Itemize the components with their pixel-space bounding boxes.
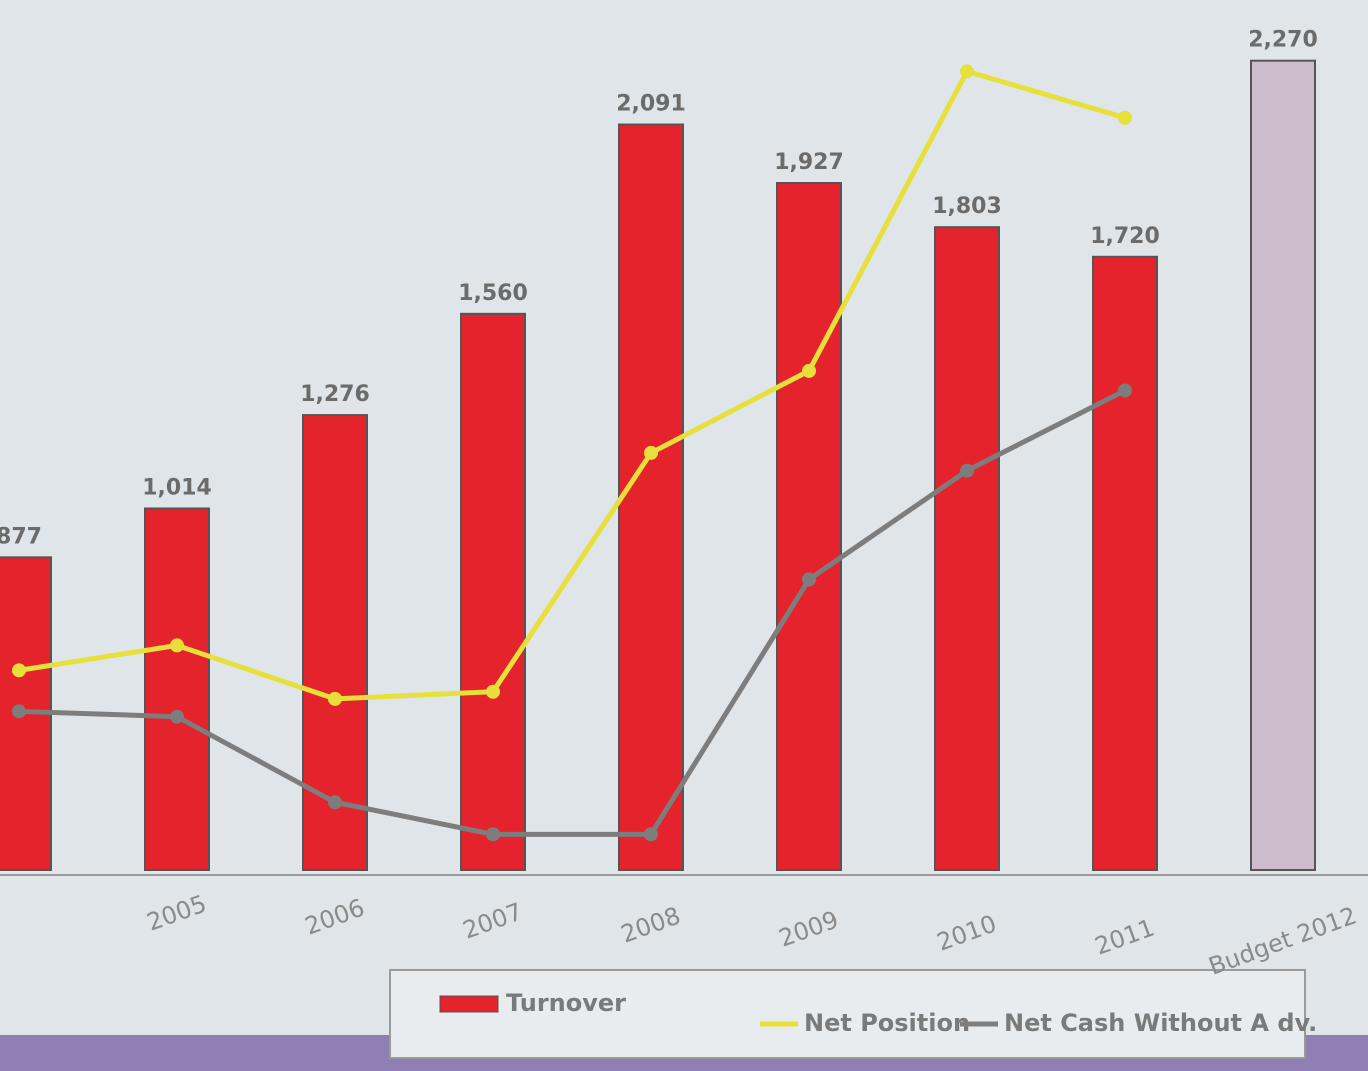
line-point bbox=[960, 463, 974, 478]
line-point bbox=[170, 638, 184, 653]
bar bbox=[934, 226, 1000, 872]
value-label: 877 bbox=[0, 524, 42, 549]
value-label: 1,276 bbox=[300, 382, 370, 407]
line-point bbox=[12, 704, 26, 719]
line-point bbox=[12, 663, 26, 678]
line-point bbox=[644, 827, 658, 842]
line-point bbox=[644, 445, 658, 460]
line-point bbox=[1118, 383, 1132, 398]
value-label: 1,560 bbox=[458, 281, 528, 306]
line-point bbox=[802, 363, 816, 378]
bar bbox=[460, 312, 526, 871]
bar bbox=[144, 507, 210, 871]
legend-label: Turnover bbox=[506, 989, 626, 1017]
line-point bbox=[328, 691, 342, 706]
line-point bbox=[170, 709, 184, 724]
line-point bbox=[328, 795, 342, 810]
value-label: 1,927 bbox=[774, 150, 844, 175]
value-label: 1,014 bbox=[142, 475, 212, 500]
line-point bbox=[486, 827, 500, 842]
legend-label: Net Position bbox=[804, 1009, 970, 1037]
bar bbox=[1250, 59, 1316, 871]
value-label: 2,091 bbox=[616, 92, 686, 117]
legend-box bbox=[389, 969, 1306, 1059]
bar bbox=[776, 181, 842, 871]
line bbox=[18, 68, 1126, 702]
line-point bbox=[960, 64, 974, 79]
line-point bbox=[486, 684, 500, 699]
line-point bbox=[802, 572, 816, 587]
legend-label: Net Cash Without A dv. bbox=[1004, 1009, 1317, 1037]
legend-swatch bbox=[439, 995, 499, 1013]
bar bbox=[1092, 255, 1158, 872]
legend: Turnover Net Position Net Cash Without A d… bbox=[439, 989, 1317, 1037]
bar bbox=[618, 123, 684, 871]
value-label: 1,803 bbox=[932, 194, 1002, 219]
line-point bbox=[1118, 110, 1132, 125]
bar bbox=[302, 414, 368, 871]
line bbox=[18, 388, 1127, 837]
value-label: 2,270 bbox=[1248, 28, 1318, 53]
value-label: 1,720 bbox=[1090, 224, 1160, 249]
